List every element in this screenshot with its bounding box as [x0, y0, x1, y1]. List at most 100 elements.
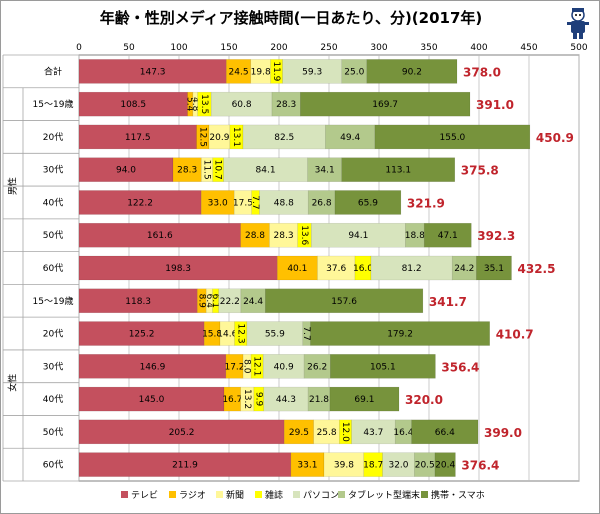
data-label: 7.7 [250, 195, 260, 209]
data-label: 66.4 [435, 428, 455, 438]
category-label: 20代 [43, 329, 63, 340]
data-label: 20.4 [435, 461, 455, 471]
category-label: 合計 [44, 65, 62, 77]
data-label: 65.9 [358, 198, 378, 208]
total-label: 375.8 [461, 164, 499, 178]
data-label: 43.7 [363, 428, 383, 438]
data-label: 81.2 [402, 264, 422, 274]
bar-segment [300, 91, 471, 117]
data-label: 48.8 [274, 198, 294, 208]
group-label: 男性 [7, 177, 19, 195]
bar-segment [310, 321, 490, 346]
total-label: 410.7 [496, 328, 534, 342]
bar-segment [78, 255, 278, 281]
data-label: 60.8 [232, 100, 252, 110]
bar-segment [78, 321, 205, 346]
data-label: 157.6 [331, 297, 357, 307]
category-label: 30代 [43, 165, 63, 176]
bar-segment [262, 354, 305, 379]
data-label: 198.3 [165, 264, 191, 274]
bar-segment [382, 452, 415, 477]
data-label: 24.5 [229, 67, 249, 77]
bar-segment [242, 124, 326, 150]
category-label: 15～19歳 [33, 295, 74, 307]
data-label: 16.7 [222, 395, 242, 405]
x-tick-label: 350 [420, 43, 437, 53]
bar-segment [323, 452, 365, 477]
data-label: 17.2 [224, 362, 244, 372]
data-label: 47.1 [438, 231, 458, 241]
data-label: 28.3 [274, 231, 294, 241]
bar-segment [78, 354, 227, 379]
total-label: 321.9 [407, 196, 445, 210]
bar-segment [78, 59, 227, 84]
bar-segment [259, 190, 309, 215]
data-label: 29.5 [289, 428, 309, 438]
data-label: 37.6 [326, 264, 346, 274]
bar-segment [78, 386, 225, 412]
bar-segment [269, 222, 298, 248]
data-label: 59.3 [302, 67, 322, 77]
category-label: 60代 [43, 263, 63, 274]
data-label: 105.1 [370, 362, 396, 372]
data-label: 40.9 [274, 362, 294, 372]
category-label: 15～19歳 [33, 98, 74, 110]
data-label: 108.5 [120, 100, 146, 110]
data-label: 24.4 [243, 297, 263, 307]
data-label: 94.1 [348, 231, 368, 241]
bar-segment [313, 419, 340, 445]
bar-segment [311, 222, 406, 248]
data-label: 25.0 [344, 67, 364, 77]
x-tick-label: 150 [220, 43, 237, 53]
data-label: 4.8 [190, 97, 200, 112]
data-label: 9.9 [253, 392, 263, 407]
data-label: 12.1 [252, 356, 262, 376]
bar-segment [78, 190, 202, 215]
data-label: 11.9 [271, 61, 281, 81]
data-label: 55.9 [265, 330, 285, 340]
bar-segment [78, 452, 292, 477]
bar-segment [240, 288, 266, 314]
data-label: 94.0 [116, 166, 136, 176]
data-label: 12.3 [235, 324, 245, 344]
data-label: 35.1 [484, 264, 504, 274]
legend-label: 携帯・スマホ [431, 489, 485, 501]
legend-label: 雑誌 [265, 489, 283, 501]
total-label: 356.4 [441, 360, 479, 374]
legend-label: テレビ [131, 490, 158, 501]
bar-segment [366, 59, 458, 84]
bar-segment [451, 255, 477, 281]
data-label: 14.6 [217, 330, 237, 340]
data-label: 12.5 [197, 127, 207, 147]
data-label: 16.0 [353, 264, 373, 274]
data-label: 21.8 [309, 395, 329, 405]
data-label: 211.9 [172, 461, 198, 471]
data-label: 8.0 [242, 359, 252, 374]
data-label: 18.7 [363, 461, 383, 471]
data-label: 34.1 [315, 166, 335, 176]
data-label: 13.6 [299, 225, 309, 245]
data-label: 8.9 [196, 294, 206, 309]
data-label: 145.0 [139, 395, 165, 405]
x-tick-label: 450 [520, 43, 537, 53]
data-label: 125.2 [129, 330, 155, 340]
total-label: 450.9 [536, 131, 574, 145]
data-label: 118.3 [125, 297, 151, 307]
legend-swatch [338, 491, 345, 498]
data-label: 146.9 [140, 362, 166, 372]
category-label: 40代 [43, 394, 63, 405]
data-label: 33.1 [297, 461, 317, 471]
bar-segment [405, 222, 425, 248]
category-label: 40代 [43, 197, 63, 208]
data-label: 44.3 [276, 395, 296, 405]
total-label: 399.0 [484, 426, 522, 440]
category-label: 20代 [43, 132, 63, 143]
legend-swatch [421, 491, 428, 498]
bar-segment [307, 157, 342, 182]
total-label: 320.0 [405, 393, 443, 407]
bar-segment [78, 288, 198, 314]
chart-title: 年齢・性別メディア接触時間(一日あたり、分)(2017年) [100, 9, 483, 27]
bar-segment [374, 124, 531, 150]
data-label: 6.1 [210, 294, 220, 308]
